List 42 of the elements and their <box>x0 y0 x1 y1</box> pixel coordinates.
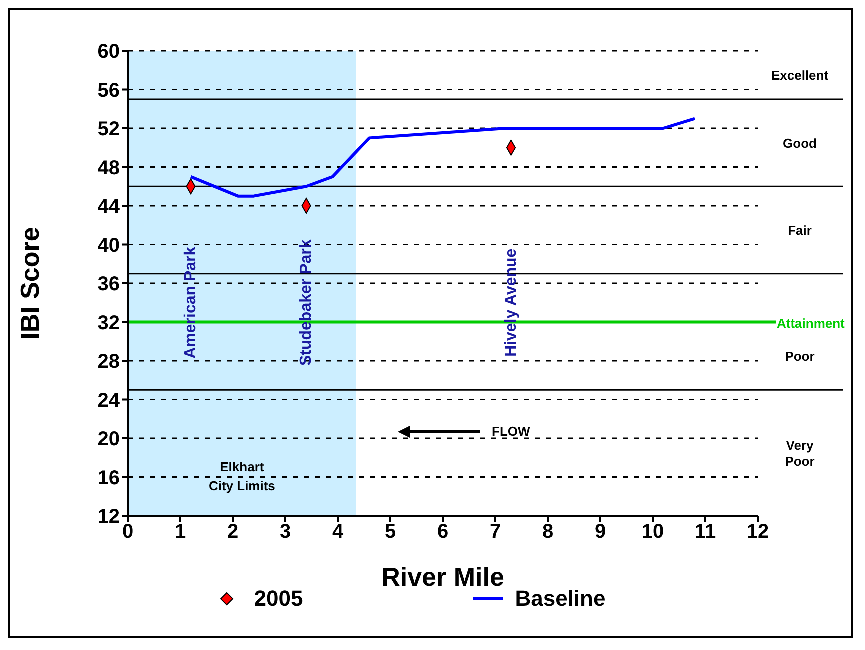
y-tick-label: 24 <box>98 390 121 412</box>
y-tick-label: 56 <box>98 80 120 102</box>
text: Poor <box>785 348 815 364</box>
y-tick-label: 32 <box>98 312 120 334</box>
y-tick-label: 48 <box>98 157 120 180</box>
text: Excellent <box>771 68 830 83</box>
x-tick-label: 6 <box>437 521 449 544</box>
y-tick-label: 44 <box>98 196 121 218</box>
x-tick-label: 4 <box>332 521 344 544</box>
x-tick-label: 12 <box>746 521 770 544</box>
x-tick-label: 5 <box>384 521 396 544</box>
text: Fair <box>788 222 812 238</box>
y-tick-label: 36 <box>98 274 120 296</box>
x-tick-label: 10 <box>642 521 664 544</box>
band-label: Elkhart City Limits <box>208 459 276 493</box>
x-tick-label: 1 <box>174 521 186 544</box>
x-tick-label: 3 <box>280 521 292 544</box>
text: Very Poor <box>785 438 815 469</box>
x-tick-label: 7 <box>490 521 502 544</box>
ref-line-label: Attainment <box>777 316 846 331</box>
y-tick-label: 40 <box>98 234 120 257</box>
x-tick-label: 8 <box>542 521 554 544</box>
annotation: FLOW <box>492 424 530 439</box>
x-tick-label: 2 <box>227 521 239 544</box>
annotation: Studebaker Park <box>298 240 315 366</box>
x-tick-label: 11 <box>694 521 716 544</box>
legend-label: 2005 <box>253 586 304 612</box>
y-axis-title: IBI Score <box>15 227 46 340</box>
annotation: American Park <box>182 246 200 359</box>
y-tick-label: 16 <box>98 467 120 490</box>
legend-label: Baseline <box>515 586 606 611</box>
annotation: Hively Avenue <box>502 248 520 357</box>
text: Good <box>783 136 818 151</box>
x-axis-title: River Mile <box>382 562 504 592</box>
line-series <box>190 117 696 198</box>
y-tick-label: 28 <box>98 351 120 374</box>
x-tick-label: 0 <box>122 521 134 544</box>
y-tick-label: 60 <box>98 41 120 64</box>
y-tick-label: 20 <box>98 428 120 451</box>
y-tick-label: 12 <box>98 506 120 528</box>
x-tick-label: 9 <box>594 521 606 544</box>
y-tick-label: 52 <box>98 118 120 141</box>
